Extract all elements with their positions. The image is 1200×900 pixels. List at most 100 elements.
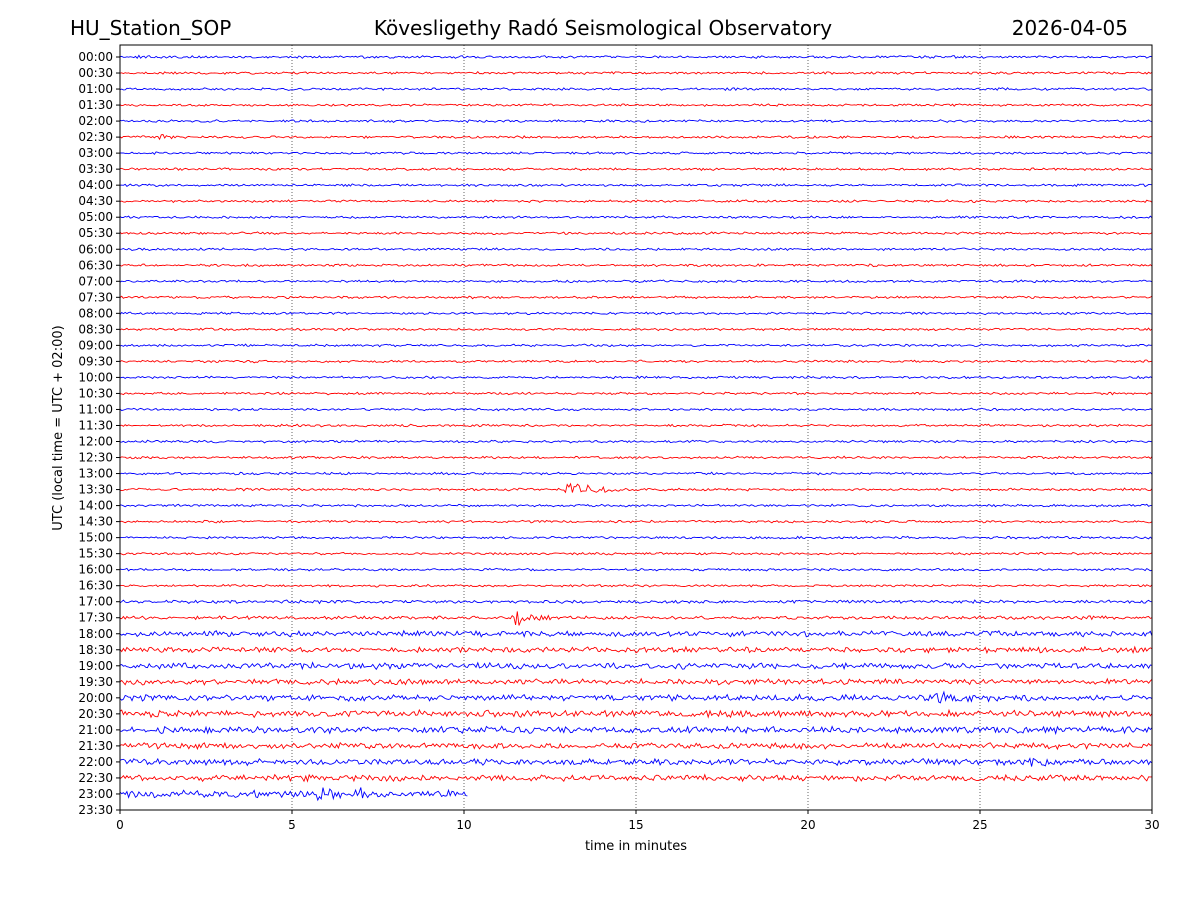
y-tick-label: 06:30	[78, 258, 113, 272]
x-tick-label: 25	[972, 818, 987, 832]
y-tick-label: 11:30	[78, 418, 113, 432]
y-tick-label: 02:00	[78, 114, 113, 128]
x-tick-label: 10	[456, 818, 471, 832]
y-tick-label: 13:00	[78, 467, 113, 481]
trace-2030	[119, 708, 1153, 719]
y-tick-label: 06:00	[78, 242, 113, 256]
y-tick-label: 10:00	[78, 370, 113, 384]
trace-0800	[119, 311, 1153, 316]
y-tick-label: 00:30	[78, 66, 113, 80]
x-tick-label: 5	[288, 818, 296, 832]
y-tick-label: 14:00	[78, 499, 113, 513]
trace-1900	[119, 661, 1153, 671]
y-tick-label: 08:00	[78, 306, 113, 320]
y-axis-ticks: 00:00 00:30 01:00 01:30 02:00 02:30 03:00 03:30…	[78, 50, 120, 817]
trace-0100	[119, 87, 1153, 92]
trace-0530	[119, 231, 1153, 236]
trace-0930	[119, 359, 1153, 364]
trace-0400	[119, 183, 1153, 188]
trace-0630	[119, 263, 1153, 268]
trace-0200	[119, 119, 1153, 124]
trace-0000	[119, 54, 1153, 59]
trace-1630	[119, 583, 1153, 588]
y-tick-label: 21:30	[78, 739, 113, 753]
trace-1230	[119, 455, 1153, 460]
y-tick-label: 22:30	[78, 771, 113, 785]
y-tick-label: 02:30	[78, 130, 113, 144]
y-tick-label: 10:30	[78, 386, 113, 400]
trace-1400	[119, 503, 1152, 508]
y-tick-label: 22:00	[78, 755, 113, 769]
station-title: HU_Station_SOP	[70, 16, 231, 40]
y-tick-label: 09:00	[78, 338, 113, 352]
y-tick-label: 13:30	[78, 483, 113, 497]
y-tick-label: 11:00	[78, 402, 113, 416]
y-tick-label: 20:00	[78, 691, 113, 705]
y-tick-label: 04:00	[78, 178, 113, 192]
trace-1830	[119, 645, 1153, 655]
y-axis-label: UTC (local time = UTC + 02:00)	[51, 325, 66, 530]
trace-1800	[119, 629, 1153, 638]
trace-0600	[119, 247, 1153, 252]
y-tick-label: 18:30	[78, 643, 113, 657]
x-tick-label: 30	[1144, 818, 1159, 832]
trace-0330	[119, 167, 1153, 172]
trace-0300	[120, 151, 1153, 155]
trace-1700	[119, 599, 1153, 605]
y-tick-label: 12:00	[78, 435, 113, 449]
trace-0500	[119, 215, 1153, 220]
trace-0430	[119, 199, 1153, 204]
trace-1730	[119, 611, 1153, 626]
y-tick-label: 19:00	[78, 659, 113, 673]
x-axis-label: time in minutes	[585, 839, 687, 854]
y-tick-label: 09:30	[78, 354, 113, 368]
x-tick-label: 0	[116, 818, 124, 832]
trace-1330	[119, 482, 1153, 494]
y-tick-label: 01:30	[78, 98, 113, 112]
trace-2230	[119, 773, 1152, 783]
trace-0230	[119, 133, 1153, 141]
trace-2200	[119, 757, 1153, 767]
y-tick-label: 19:30	[78, 675, 113, 689]
y-tick-label: 20:30	[78, 707, 113, 721]
trace-1300	[119, 471, 1153, 476]
trace-1600	[119, 567, 1153, 572]
trace-2130	[119, 741, 1153, 751]
x-tick-label: 20	[800, 818, 815, 832]
y-tick-label: 23:00	[78, 787, 113, 801]
date-title: 2026-04-05	[1012, 16, 1128, 40]
trace-0130	[119, 103, 1153, 108]
trace-2100	[119, 725, 1153, 736]
y-tick-label: 01:00	[78, 82, 113, 96]
trace-1530	[119, 551, 1153, 556]
y-tick-label: 14:30	[78, 515, 113, 529]
trace-1430	[119, 519, 1153, 524]
y-tick-label: 08:30	[78, 322, 113, 336]
y-tick-label: 04:30	[78, 194, 113, 208]
trace-1500	[119, 535, 1153, 540]
y-tick-label: 05:30	[78, 226, 113, 240]
trace-0830	[119, 327, 1153, 332]
y-tick-label: 15:00	[78, 531, 113, 545]
y-tick-label: 12:30	[78, 451, 113, 465]
y-tick-label: 15:30	[78, 547, 113, 561]
x-axis-ticks: 0 5 10 15 20 25 30	[116, 810, 1160, 832]
y-tick-label: 17:30	[78, 611, 113, 625]
trace-1000	[119, 375, 1153, 380]
x-tick-label: 15	[628, 818, 643, 832]
y-tick-label: 17:00	[78, 595, 113, 609]
y-tick-label: 16:30	[78, 579, 113, 593]
y-tick-label: 00:00	[78, 50, 113, 64]
y-tick-label: 18:00	[78, 627, 113, 641]
y-tick-label: 16:00	[78, 563, 113, 577]
y-tick-label: 03:30	[78, 162, 113, 176]
y-tick-label: 21:00	[78, 723, 113, 737]
trace-1130	[119, 423, 1153, 428]
y-tick-label: 03:00	[78, 146, 113, 160]
trace-0900	[119, 343, 1153, 348]
trace-0730	[119, 295, 1153, 300]
y-tick-label: 23:30	[78, 803, 113, 817]
trace-1200	[119, 439, 1153, 444]
trace-0030	[119, 71, 1153, 75]
